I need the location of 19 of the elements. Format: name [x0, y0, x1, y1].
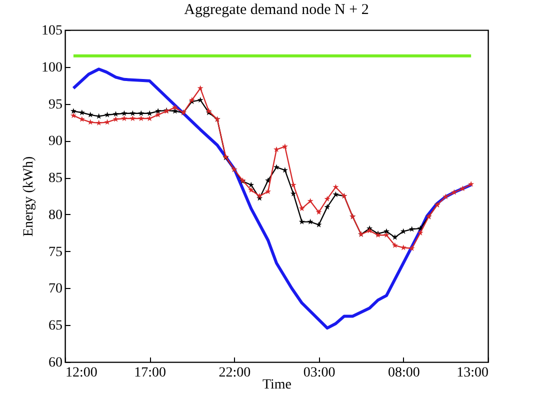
y-tick-label: 100 — [42, 60, 62, 76]
x-tick-label: 03:00 — [303, 366, 336, 380]
y-tick-label: 75 — [48, 244, 62, 260]
x-tick-label: 08:00 — [388, 366, 420, 380]
y-tick-label: 85 — [48, 171, 62, 186]
y-tick-label: 105 — [42, 24, 62, 38]
y-tick-label: 90 — [48, 134, 62, 150]
x-tick-label: 12:00 — [66, 366, 98, 380]
y-tick-label: 80 — [48, 208, 62, 223]
x-tick-label: 17:00 — [134, 366, 166, 380]
y-tick-label: 95 — [48, 97, 62, 112]
x-tick-label: 13:00 — [456, 366, 488, 380]
chart-title: Aggregate demand node N + 2 — [184, 2, 369, 18]
x-axis-title: Time — [262, 378, 292, 392]
y-tick-label: 65 — [48, 318, 62, 334]
y-tick-label: 70 — [48, 282, 62, 297]
y-tick-label: 60 — [48, 356, 62, 370]
x-tick-label: 22:00 — [218, 366, 251, 380]
y-axis-title: Energy (kWh) — [22, 156, 36, 237]
